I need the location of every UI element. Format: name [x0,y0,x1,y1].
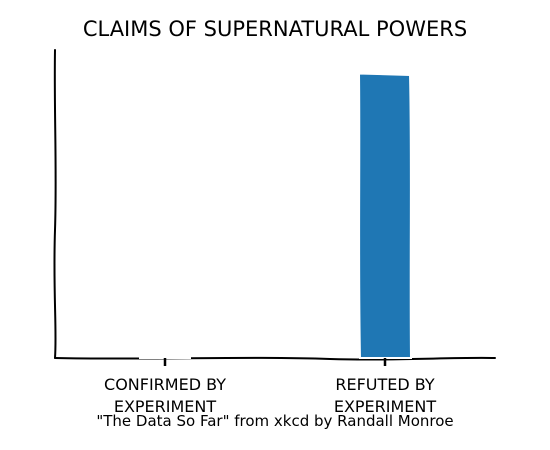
chart-caption: "The Data So Far" from xkcd by Randall M… [96,412,453,430]
chart-title: CLAIMS OF SUPERNATURAL POWERS [83,17,467,41]
bars-group [139,72,413,359]
x-tick-label-2: REFUTED BY EXPERIMENT [334,375,437,416]
x-tick-label-1: CONFIRMED BY EXPERIMENT [104,375,226,416]
x-axis-line [54,356,496,361]
y-axis-line [53,49,57,359]
x-ticks-group: CONFIRMED BY EXPERIMENT REFUTED BY EXPERIME… [104,358,436,416]
bar-2 [357,72,413,359]
